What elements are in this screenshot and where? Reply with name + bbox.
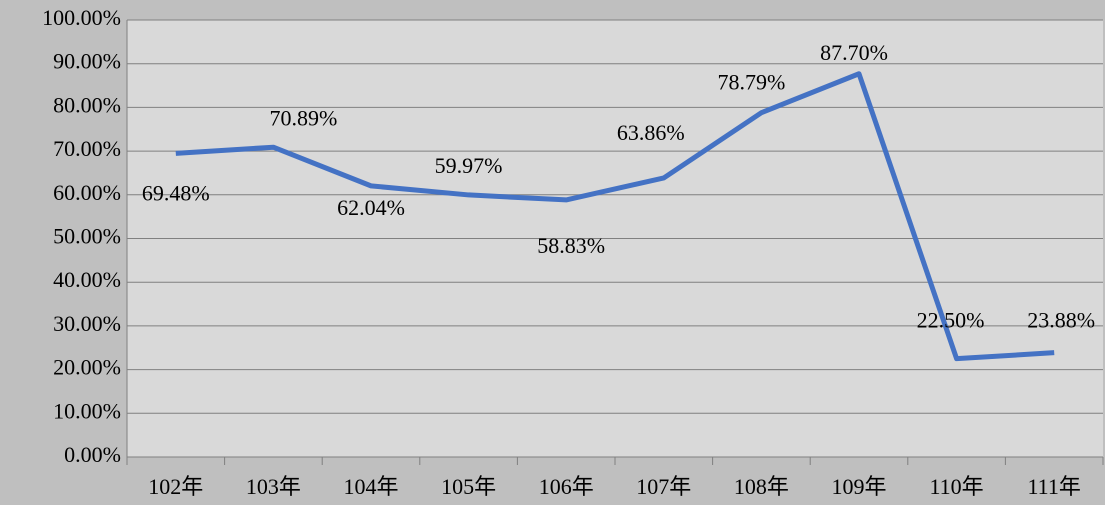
y-tick-label: 70.00% bbox=[53, 136, 121, 161]
y-tick-label: 30.00% bbox=[53, 311, 121, 336]
x-tick-label: 106年 bbox=[539, 474, 594, 499]
y-tick-label: 100.00% bbox=[42, 5, 121, 30]
data-label: 70.89% bbox=[269, 105, 337, 130]
data-label: 69.48% bbox=[142, 180, 210, 205]
y-tick-label: 90.00% bbox=[53, 49, 121, 74]
line bbox=[175, 71, 1055, 362]
data-label: 62.04% bbox=[337, 195, 405, 220]
data-label: 78.79% bbox=[717, 70, 785, 95]
y-tick-label: 0.00% bbox=[64, 442, 121, 467]
y-tick-label: 40.00% bbox=[53, 267, 121, 292]
y-tick-label: 50.00% bbox=[53, 224, 121, 249]
data-label: 23.88% bbox=[1027, 308, 1095, 333]
x-tick-label: 105年 bbox=[441, 474, 496, 499]
x-tick-label: 102年 bbox=[148, 474, 203, 499]
data-label: 59.97% bbox=[435, 153, 503, 178]
x-tick-label: 107年 bbox=[636, 474, 691, 499]
x-tick-label: 104年 bbox=[343, 474, 398, 499]
data-label: 58.83% bbox=[537, 233, 605, 258]
y-tick-label: 60.00% bbox=[53, 180, 121, 205]
y-tick-label: 10.00% bbox=[53, 398, 121, 423]
y-tick-label: 20.00% bbox=[53, 355, 121, 380]
x-tick-label: 109年 bbox=[831, 474, 886, 499]
data-label: 22.50% bbox=[917, 308, 985, 333]
y-tick-label: 80.00% bbox=[53, 92, 121, 117]
x-tick-label: 103年 bbox=[246, 474, 301, 499]
data-label: 87.70% bbox=[820, 40, 888, 65]
x-tick-label: 108年 bbox=[734, 474, 789, 499]
data-label: 63.86% bbox=[617, 120, 685, 145]
x-tick-label: 111年 bbox=[1028, 474, 1081, 499]
x-tick-label: 110年 bbox=[930, 474, 984, 499]
